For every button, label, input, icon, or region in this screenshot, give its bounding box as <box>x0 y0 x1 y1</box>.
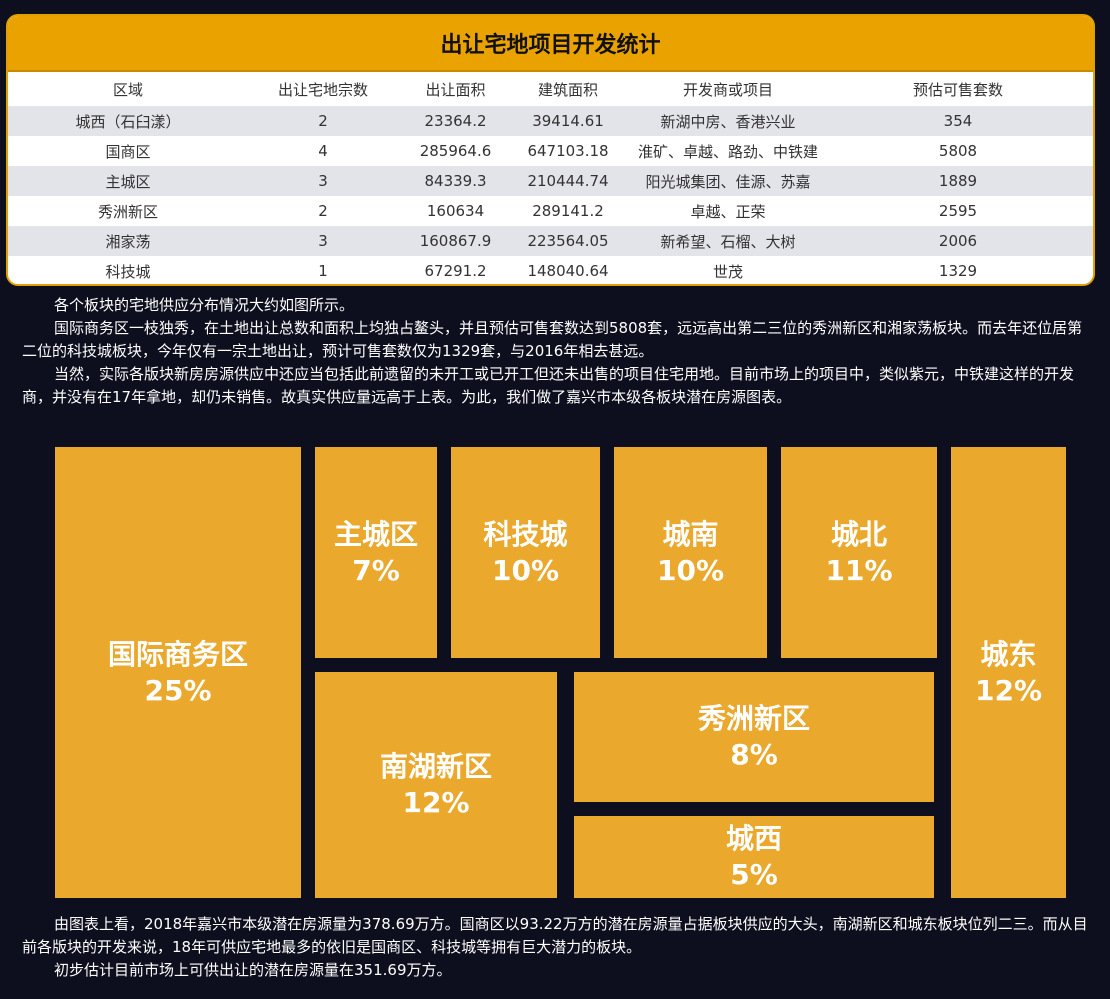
cell-region: 城西（石臼漾） <box>75 112 181 131</box>
header-building-area: 建筑面积 <box>537 80 598 99</box>
table-header-row: 区域 出让宅地宗数 出让面积 建筑面积 开发商或项目 预估可售套数 <box>8 72 1093 106</box>
tile-percent: 8% <box>730 738 778 771</box>
tile-zhuchengqu: 主城区 7% <box>315 447 437 658</box>
table-title: 出让宅地项目开发统计 <box>8 16 1093 72</box>
tile-percent: 7% <box>352 553 400 587</box>
cell-land-area: 84339.3 <box>424 172 487 190</box>
tile-percent: 11% <box>825 553 893 587</box>
cell-region: 国商区 <box>105 142 151 161</box>
cell-developer: 卓越、正荣 <box>690 202 766 221</box>
tile-chengdong: 城东 12% <box>951 447 1066 898</box>
supply-table: 出让宅地项目开发统计 区域 出让宅地宗数 出让面积 建筑面积 开发商或项目 预估… <box>6 14 1095 286</box>
table-row: 科技城 1 67291.2 148040.64 世茂 1329 <box>8 256 1093 284</box>
cell-land-area: 67291.2 <box>424 262 487 280</box>
tile-percent: 12% <box>974 673 1043 707</box>
tile-percent: 10% <box>491 553 560 587</box>
paragraph: 当然，实际各版块新房房源供应中还应当包括此前遗留的未开工或已开工但还未出售的项目… <box>22 365 1075 406</box>
cell-building-area: 148040.64 <box>527 262 609 280</box>
cell-parcel-count: 2 <box>318 112 328 130</box>
tile-nanhu-xinqu: 南湖新区 12% <box>315 672 557 898</box>
tile-name: 主城区 <box>333 517 418 551</box>
cell-parcel-count: 2 <box>318 202 328 220</box>
tile-xiuzhou-xinqu: 秀洲新区 8% <box>574 672 934 802</box>
tile-name: 城东 <box>980 637 1037 671</box>
cell-developer: 世茂 <box>712 262 743 281</box>
tile-name: 城北 <box>830 517 887 551</box>
cell-region: 主城区 <box>105 172 151 191</box>
cell-building-area: 210444.74 <box>527 172 609 190</box>
tile-name: 城西 <box>725 822 782 855</box>
header-parcel-count: 出让宅地宗数 <box>277 80 368 99</box>
tile-name: 国际商务区 <box>107 637 248 671</box>
tile-percent: 5% <box>730 858 778 891</box>
cell-developer: 新湖中房、香港兴业 <box>660 112 796 131</box>
tile-chengbei: 城北 11% <box>781 447 937 658</box>
paragraph: 由图表上看，2018年嘉兴市本级潜在房源量为378.69万方。国商区以93.22… <box>22 915 1088 956</box>
intro-text: 各个板块的宅地供应分布情况大约如图所示。 国际商务区一枝独秀，在土地出让总数和面… <box>22 294 1097 409</box>
tile-guoji-shangwuqu: 国际商务区 25% <box>55 447 301 898</box>
cell-developer: 新希望、石榴、大树 <box>660 232 796 251</box>
summary-text: 由图表上看，2018年嘉兴市本级潜在房源量为378.69万方。国商区以93.22… <box>22 913 1097 982</box>
cell-estimated-units: 2595 <box>938 202 978 220</box>
paragraph: 各个板块的宅地供应分布情况大约如图所示。 <box>54 296 355 314</box>
table-row: 主城区 3 84339.3 210444.74 阳光城集团、佳源、苏嘉 1889 <box>8 166 1093 196</box>
table-row: 秀洲新区 2 160634 289141.2 卓越、正荣 2595 <box>8 196 1093 226</box>
cell-region: 湘家荡 <box>105 232 151 251</box>
cell-land-area: 160634 <box>426 202 485 220</box>
tile-name: 秀洲新区 <box>697 702 810 735</box>
cell-parcel-count: 3 <box>318 172 328 190</box>
header-developer: 开发商或项目 <box>682 80 773 99</box>
tile-name: 科技城 <box>483 517 568 551</box>
cell-parcel-count: 4 <box>318 142 328 160</box>
paragraph: 初步估计目前市场上可供出让的潜在房源量在351.69万方。 <box>54 961 452 979</box>
cell-parcel-count: 3 <box>318 232 328 250</box>
cell-developer: 淮矿、卓越、路劲、中铁建 <box>637 142 818 161</box>
table-row: 国商区 4 285964.6 647103.18 淮矿、卓越、路劲、中铁建 58… <box>8 136 1093 166</box>
cell-building-area: 223564.05 <box>527 232 609 250</box>
tile-percent: 25% <box>144 673 212 707</box>
tile-chengnan: 城南 10% <box>614 447 767 658</box>
cell-building-area: 39414.61 <box>532 112 604 130</box>
cell-estimated-units: 5808 <box>938 142 978 160</box>
cell-parcel-count: 1 <box>318 262 328 280</box>
header-land-area: 出让面积 <box>425 80 486 99</box>
tile-name: 城南 <box>662 517 719 551</box>
tile-percent: 10% <box>656 553 725 587</box>
table-row: 城西（石臼漾） 2 23364.2 39414.61 新湖中房、香港兴业 354 <box>8 106 1093 136</box>
tile-kejicheng: 科技城 10% <box>451 447 600 658</box>
paragraph: 国际商务区一枝独秀，在土地出让总数和面积上均独占鳌头，并且预估可售套数达到580… <box>22 319 1083 360</box>
cell-estimated-units: 2006 <box>938 232 978 250</box>
cell-land-area: 23364.2 <box>424 112 487 130</box>
tile-percent: 12% <box>402 786 470 819</box>
header-region: 区域 <box>112 80 143 99</box>
cell-estimated-units: 1889 <box>938 172 978 190</box>
cell-region: 秀洲新区 <box>97 202 158 221</box>
cell-building-area: 647103.18 <box>527 142 609 160</box>
cell-building-area: 289141.2 <box>532 202 604 220</box>
cell-estimated-units: 1329 <box>938 262 978 280</box>
table-row: 湘家荡 3 160867.9 223564.05 新希望、石榴、大树 2006 <box>8 226 1093 256</box>
cell-developer: 阳光城集团、佳源、苏嘉 <box>645 172 811 191</box>
cell-region: 科技城 <box>105 262 151 281</box>
cell-estimated-units: 354 <box>943 112 973 130</box>
cell-land-area: 160867.9 <box>419 232 492 250</box>
cell-land-area: 285964.6 <box>419 142 492 160</box>
tile-chengxi: 城西 5% <box>574 816 934 898</box>
tile-name: 南湖新区 <box>379 750 492 783</box>
header-estimated-units: 预估可售套数 <box>912 80 1003 99</box>
